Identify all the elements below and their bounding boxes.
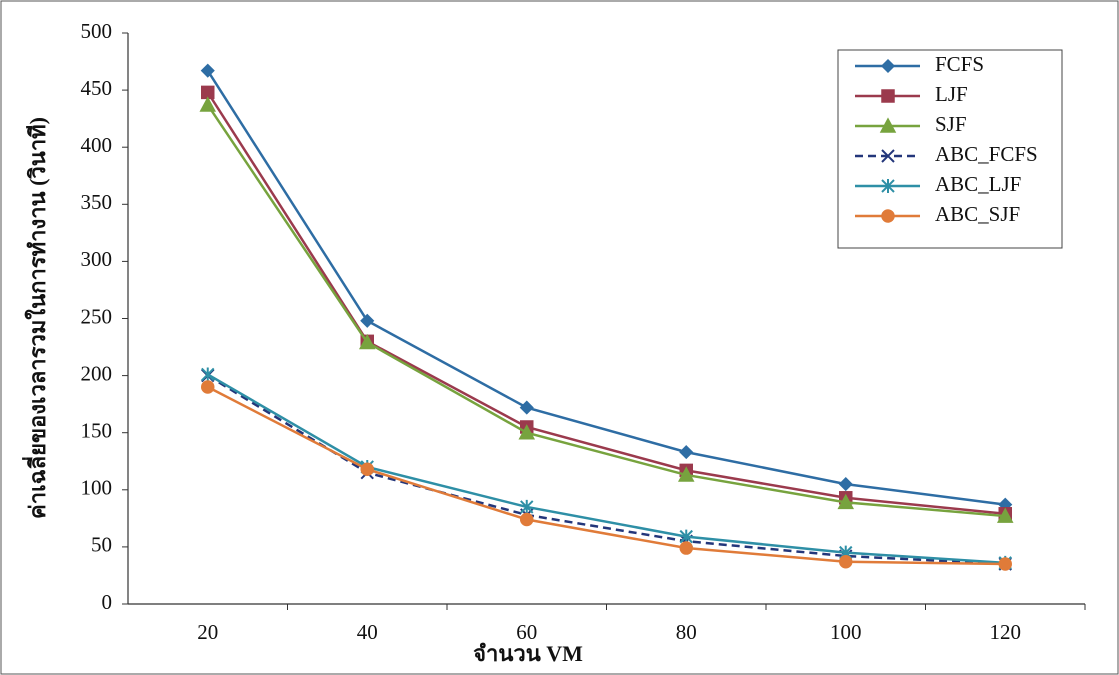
marker	[201, 367, 215, 382]
series-line	[206, 91, 1006, 516]
y-axis-label: ค่าเฉลี่ยของเวลารวมในการทำงาน (วินาที)	[21, 117, 50, 519]
legend-marker	[880, 58, 896, 74]
marker	[679, 541, 693, 555]
marker	[520, 512, 534, 527]
legend-marker	[881, 149, 895, 163]
series-line	[207, 373, 1006, 565]
x-tick-label: 80	[676, 620, 697, 644]
series-line	[207, 374, 1006, 566]
y-tick-label: 250	[81, 304, 113, 328]
x-tick-label: 20	[197, 620, 218, 644]
y-tick-label: 450	[81, 76, 113, 100]
legend-label: SJF	[935, 112, 967, 136]
marker	[519, 400, 534, 415]
legend-label: ABC_SJF	[935, 202, 1020, 226]
series-line	[206, 104, 1006, 518]
marker	[838, 477, 853, 492]
marker	[360, 462, 374, 476]
x-tick-label: 40	[357, 620, 378, 644]
marker	[518, 424, 536, 440]
y-tick-label: 150	[81, 419, 113, 443]
marker	[520, 499, 534, 514]
legend-label: FCFS	[935, 52, 984, 76]
y-tick-label: 200	[81, 361, 113, 385]
marker	[839, 554, 853, 569]
legend-marker	[881, 89, 895, 103]
marker	[199, 96, 217, 112]
marker	[996, 507, 1014, 523]
marker	[201, 380, 215, 394]
series-line	[207, 385, 1006, 566]
marker	[679, 529, 693, 544]
series-line	[206, 70, 1006, 506]
marker	[679, 445, 694, 460]
marker	[837, 493, 855, 510]
legend-label: ABC_LJF	[935, 172, 1021, 196]
x-tick-label: 100	[830, 620, 862, 644]
marker	[200, 63, 215, 78]
y-tick-label: 100	[81, 476, 113, 500]
marker	[360, 313, 375, 328]
x-axis-label: จำนวน VM	[473, 641, 583, 666]
y-tick-label: 350	[81, 190, 113, 214]
x-tick-label: 60	[516, 620, 537, 644]
legend-marker	[879, 117, 897, 133]
y-tick-label: 0	[102, 590, 113, 614]
x-tick-label: 120	[990, 620, 1022, 644]
marker	[998, 557, 1012, 571]
marker	[358, 333, 376, 350]
legend-marker	[881, 179, 895, 193]
legend-label: ABC_FCFS	[935, 142, 1038, 166]
marker	[677, 466, 695, 482]
y-tick-label: 400	[81, 133, 113, 157]
y-tick-label: 300	[81, 247, 113, 271]
legend-marker	[881, 209, 895, 223]
legend-label: LJF	[935, 82, 968, 106]
y-tick-label: 50	[91, 533, 112, 557]
y-tick-label: 500	[81, 19, 113, 43]
